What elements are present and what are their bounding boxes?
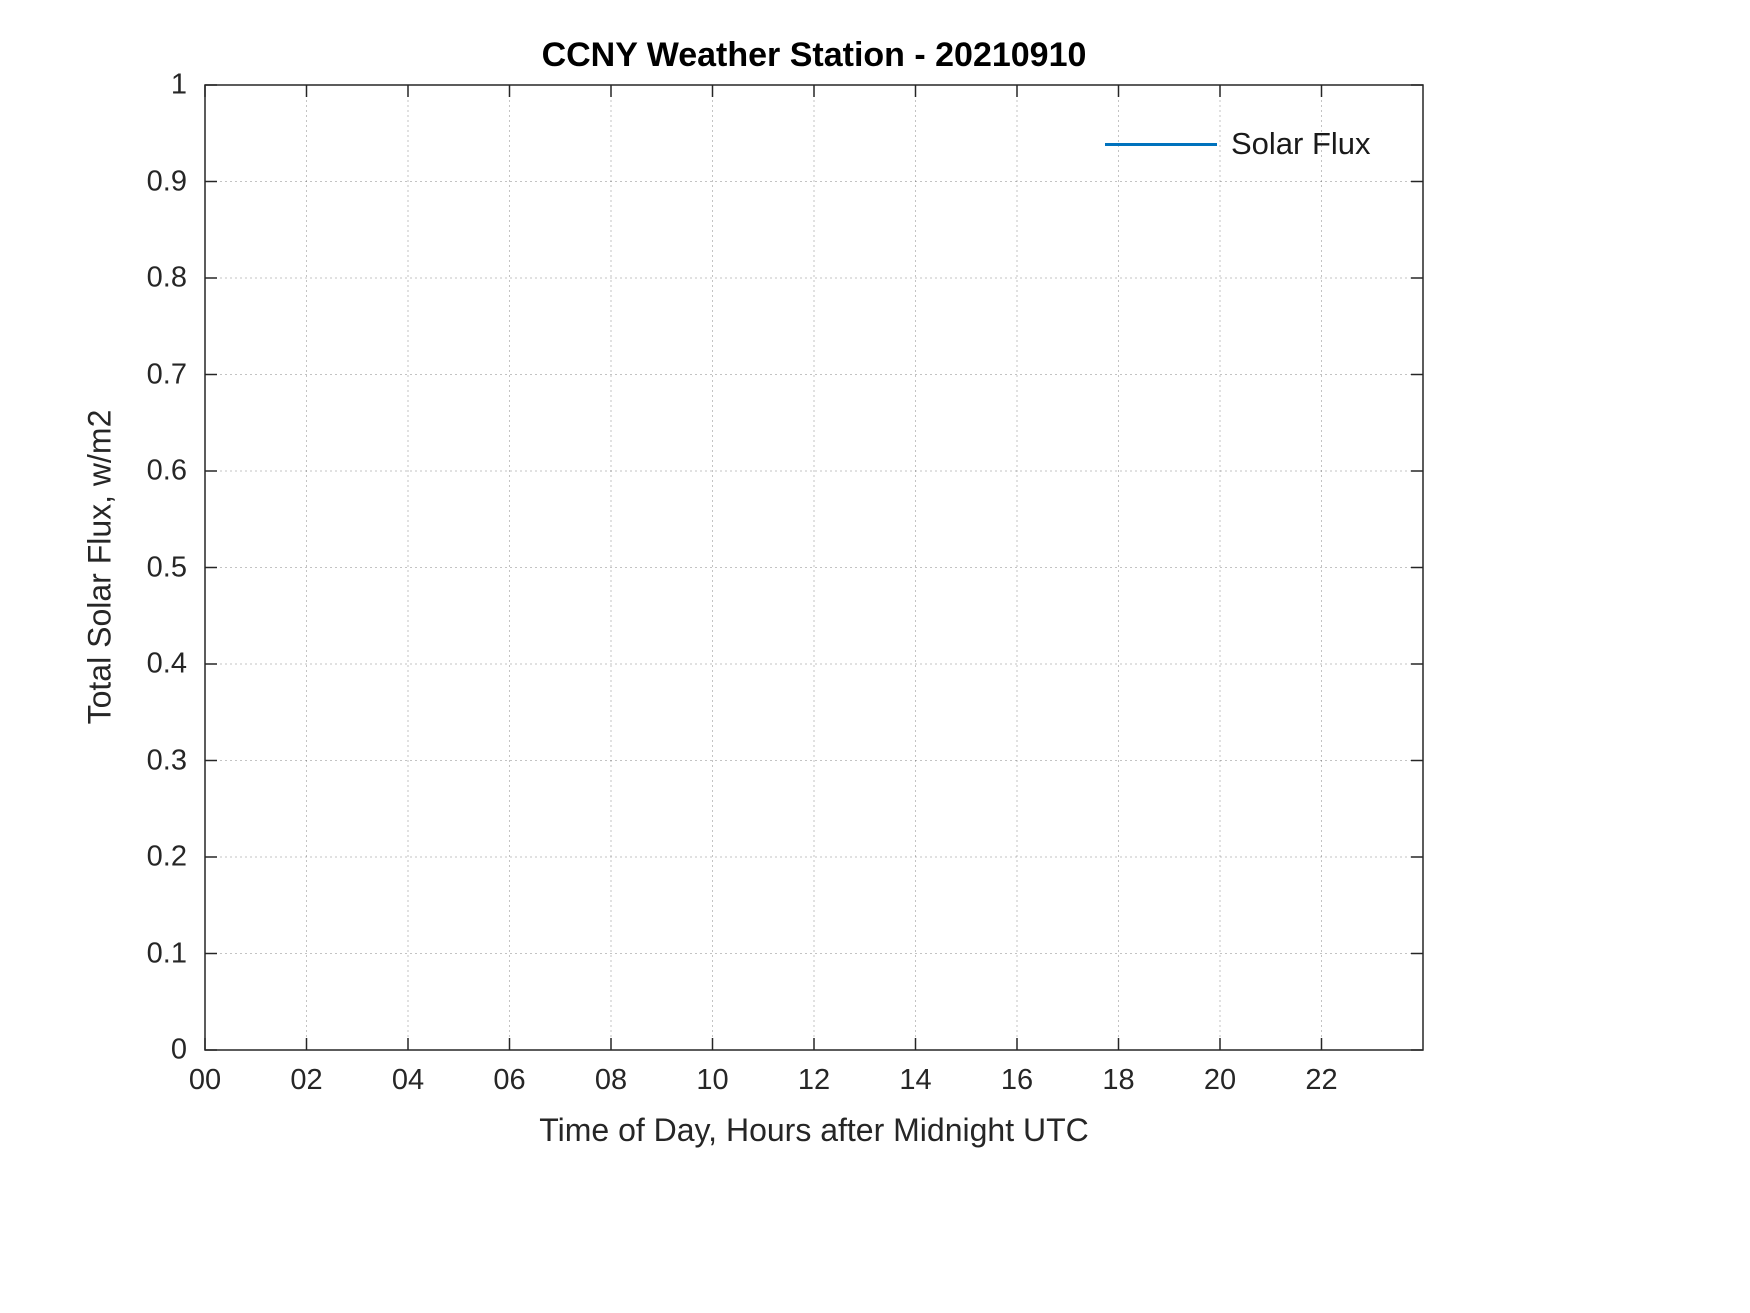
legend-line-sample <box>1105 142 1217 146</box>
axes-box <box>204 84 1424 1051</box>
y-tick-label: 0.2 <box>146 840 187 873</box>
y-tick-label: 0.5 <box>146 551 187 583</box>
y-tick-label: 0.4 <box>146 647 187 680</box>
x-tick-label: 10 <box>696 1064 729 1096</box>
x-tick-label: 14 <box>899 1064 932 1096</box>
x-tick-label: 00 <box>188 1064 222 1096</box>
legend-label: Solar Flux <box>1231 126 1371 161</box>
y-tick-label: 0.8 <box>146 261 187 294</box>
x-tick-label: 22 <box>1305 1064 1338 1096</box>
x-tick-label: 12 <box>797 1064 831 1096</box>
x-tick-label: 16 <box>1000 1064 1034 1096</box>
y-tick-label: 0.1 <box>146 937 187 969</box>
x-tick-label: 20 <box>1203 1064 1237 1096</box>
x-tick-label: 18 <box>1102 1064 1135 1096</box>
x-tick-label: 08 <box>594 1064 628 1096</box>
y-tick-label: 0 <box>170 1033 187 1066</box>
y-tick-label: 0.7 <box>146 358 187 390</box>
y-tick-label: 0.9 <box>146 165 187 197</box>
chart-title: CCNY Weather Station - 20210910 <box>541 36 1087 74</box>
y-tick-label: 0.3 <box>146 744 187 776</box>
y-tick-label: 1 <box>170 68 187 101</box>
x-axis-label: Time of Day, Hours after Midnight UTC <box>539 1112 1089 1148</box>
x-tick-label: 04 <box>391 1064 425 1096</box>
x-tick-label: 06 <box>493 1064 526 1096</box>
x-tick-label: 02 <box>290 1064 323 1096</box>
legend: Solar Flux <box>1105 126 1371 162</box>
y-tick-label: 0.6 <box>146 454 187 487</box>
